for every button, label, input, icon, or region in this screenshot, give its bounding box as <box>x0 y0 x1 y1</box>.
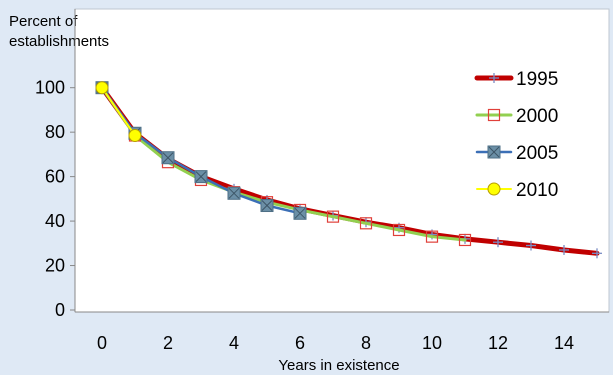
x-tick-label: 12 <box>488 333 508 353</box>
y-tick-label: 100 <box>35 78 65 98</box>
data-point-cross <box>228 187 240 199</box>
legend: 1995 2000 2005 2010 <box>474 69 558 201</box>
legend-item-2000: 2000 <box>475 106 558 127</box>
axes: 0 20 40 60 80 100 0 2 4 6 8 10 12 14 <box>35 9 609 353</box>
series-layer <box>95 81 602 259</box>
data-point <box>392 223 406 237</box>
legend-item-2010: 2010 <box>476 180 558 201</box>
x-tick-label: 10 <box>422 333 442 353</box>
series-line <box>101 86 136 137</box>
data-point-cross <box>195 171 207 182</box>
y-tick-label: 0 <box>55 300 65 320</box>
y-axis-title-line-1: Percent of <box>9 13 78 30</box>
legend-item-1995: 1995 <box>474 69 558 90</box>
y-tick-label: 40 <box>45 211 65 231</box>
data-point <box>487 108 501 122</box>
y-tick-label: 20 <box>45 256 65 276</box>
data-point-cross <box>488 146 500 158</box>
data-point <box>359 217 373 230</box>
x-axis-title: Years in existence <box>278 357 399 374</box>
x-tick-label: 0 <box>97 333 107 353</box>
legend-label: 2005 <box>516 143 558 164</box>
data-point <box>425 230 439 243</box>
legend-label: 1995 <box>516 69 558 90</box>
legend-label: 2000 <box>516 106 558 127</box>
x-tick-label: 14 <box>554 333 574 353</box>
data-point-cross <box>261 200 273 211</box>
data-point-cross <box>294 207 306 219</box>
y-tick-label: 80 <box>45 122 65 142</box>
x-tick-label: 2 <box>163 333 173 353</box>
y-axis-title-line-2: establishments <box>9 33 109 50</box>
x-tick-label: 4 <box>229 333 239 353</box>
data-point <box>487 182 501 196</box>
data-point <box>128 128 142 142</box>
legend-label: 2010 <box>516 180 558 201</box>
data-point <box>326 210 340 223</box>
data-point <box>458 233 472 247</box>
x-tick-label: 6 <box>295 333 305 353</box>
series-2010 <box>95 81 142 142</box>
y-tick-label: 60 <box>45 167 65 187</box>
legend-item-2005: 2005 <box>475 143 558 164</box>
x-tick-label: 8 <box>361 333 371 353</box>
data-point-cross <box>162 152 174 164</box>
data-point <box>95 81 109 95</box>
